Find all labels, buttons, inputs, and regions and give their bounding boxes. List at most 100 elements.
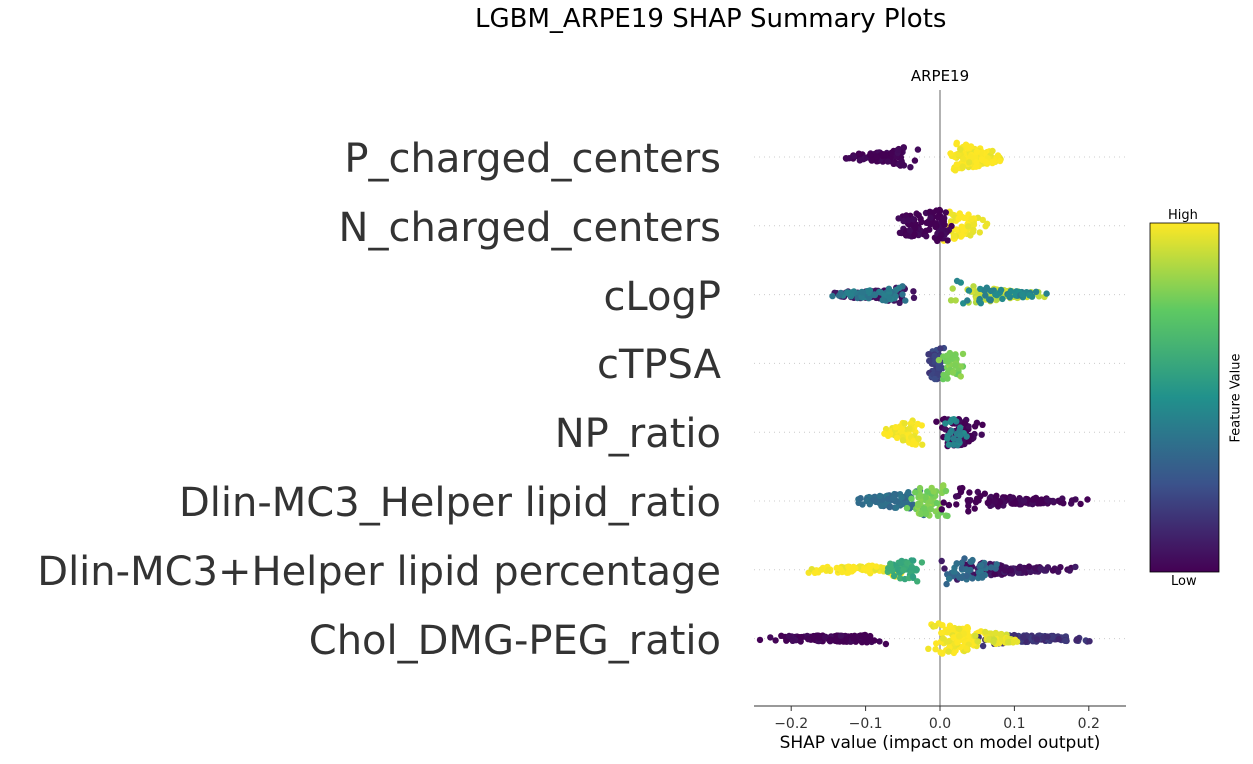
x-tick-label: 0.1 xyxy=(1003,716,1025,732)
feature-label: P_charged_centers xyxy=(344,136,721,182)
shap-point xyxy=(981,287,988,294)
shap-point xyxy=(1009,500,1016,507)
shap-point xyxy=(863,633,870,641)
shap-point xyxy=(982,158,989,166)
shap-point xyxy=(888,149,895,157)
shap-point xyxy=(939,622,946,629)
shap-point xyxy=(1073,636,1081,643)
shap-point xyxy=(901,420,908,427)
shap-point xyxy=(952,362,959,369)
shap-point xyxy=(977,300,984,307)
shap-point xyxy=(953,161,960,168)
shap-point xyxy=(871,496,878,504)
shap-point xyxy=(926,357,933,365)
shap-point xyxy=(935,356,943,364)
shap-point xyxy=(953,560,960,568)
shap-point xyxy=(973,495,981,502)
shap-point xyxy=(956,625,963,633)
shap-point xyxy=(1002,567,1009,574)
shap-point xyxy=(1062,637,1069,644)
shap-point xyxy=(918,559,926,566)
shap-point xyxy=(908,564,915,571)
shap-point xyxy=(890,572,898,580)
shap-point xyxy=(979,421,986,428)
shap-point xyxy=(855,150,863,157)
shap-point xyxy=(989,147,996,155)
shap-point xyxy=(950,634,957,641)
shap-point xyxy=(970,283,977,290)
shap-point xyxy=(925,351,932,358)
shap-point xyxy=(953,277,961,285)
shap-point xyxy=(986,497,993,505)
shap-point xyxy=(944,435,951,442)
shap-point xyxy=(1044,564,1052,571)
shap-point xyxy=(893,434,901,441)
shap-point xyxy=(982,223,989,230)
shap-point xyxy=(896,299,903,306)
shap-point xyxy=(833,564,840,572)
shap-point xyxy=(910,557,917,564)
shap-point xyxy=(876,638,883,645)
shap-point xyxy=(856,157,863,164)
shap-point xyxy=(990,638,997,646)
shap-point xyxy=(988,564,995,571)
shap-point xyxy=(896,229,904,236)
shap-point xyxy=(955,437,963,444)
feature-label: N_charged_centers xyxy=(338,204,721,251)
feature-label: cTPSA xyxy=(596,342,721,389)
shap-point xyxy=(940,499,947,506)
shap-point xyxy=(894,498,901,505)
shap-point xyxy=(971,505,978,512)
shap-point xyxy=(1037,565,1044,573)
shap-point xyxy=(945,648,952,655)
shap-point xyxy=(938,629,945,637)
shap-point xyxy=(809,633,817,640)
shap-point xyxy=(993,492,1000,499)
shap-point xyxy=(909,573,917,580)
shap-point xyxy=(892,292,899,300)
shap-point xyxy=(945,441,953,448)
shap-point xyxy=(955,215,962,222)
shap-point xyxy=(932,220,939,227)
shap-point xyxy=(866,151,874,159)
shap-point xyxy=(879,296,886,304)
shap-point xyxy=(959,484,966,492)
x-tick-label: −0.2 xyxy=(774,716,808,732)
shap-point xyxy=(990,158,998,166)
x-tick-label: −0.1 xyxy=(849,716,883,732)
shap-point xyxy=(976,229,983,236)
shap-point xyxy=(953,140,960,148)
shap-point xyxy=(905,217,912,224)
shap-point xyxy=(964,497,972,504)
shap-point xyxy=(767,634,774,641)
shap-point xyxy=(931,352,938,359)
shap-point xyxy=(887,560,894,567)
shap-point xyxy=(889,494,897,502)
shap-point xyxy=(987,297,994,304)
shap-point xyxy=(1055,635,1062,643)
shap-point xyxy=(997,286,1005,294)
shap-point xyxy=(917,492,924,499)
shap-point xyxy=(1032,494,1040,502)
shap-point xyxy=(964,625,972,632)
subplot-title: ARPE19 xyxy=(910,67,970,85)
chart-title: LGBM_ARPE19 SHAP Summary Plots xyxy=(475,4,947,34)
shap-point xyxy=(785,632,793,640)
shap-point xyxy=(921,505,928,512)
shap-point xyxy=(943,638,950,645)
shap-point xyxy=(952,351,959,359)
shap-point xyxy=(910,294,918,301)
shap-point xyxy=(955,633,963,640)
shap-point xyxy=(1068,497,1076,504)
shap-point xyxy=(900,567,907,574)
shap-point xyxy=(978,431,985,438)
shap-point xyxy=(993,561,1000,568)
shap-point xyxy=(945,501,953,509)
x-axis-label: SHAP value (impact on model output) xyxy=(779,733,1101,753)
shap-point xyxy=(960,155,967,163)
shap-point xyxy=(922,494,929,501)
shap-point xyxy=(890,160,897,167)
shap-point xyxy=(885,294,893,301)
shap-point xyxy=(910,288,917,295)
